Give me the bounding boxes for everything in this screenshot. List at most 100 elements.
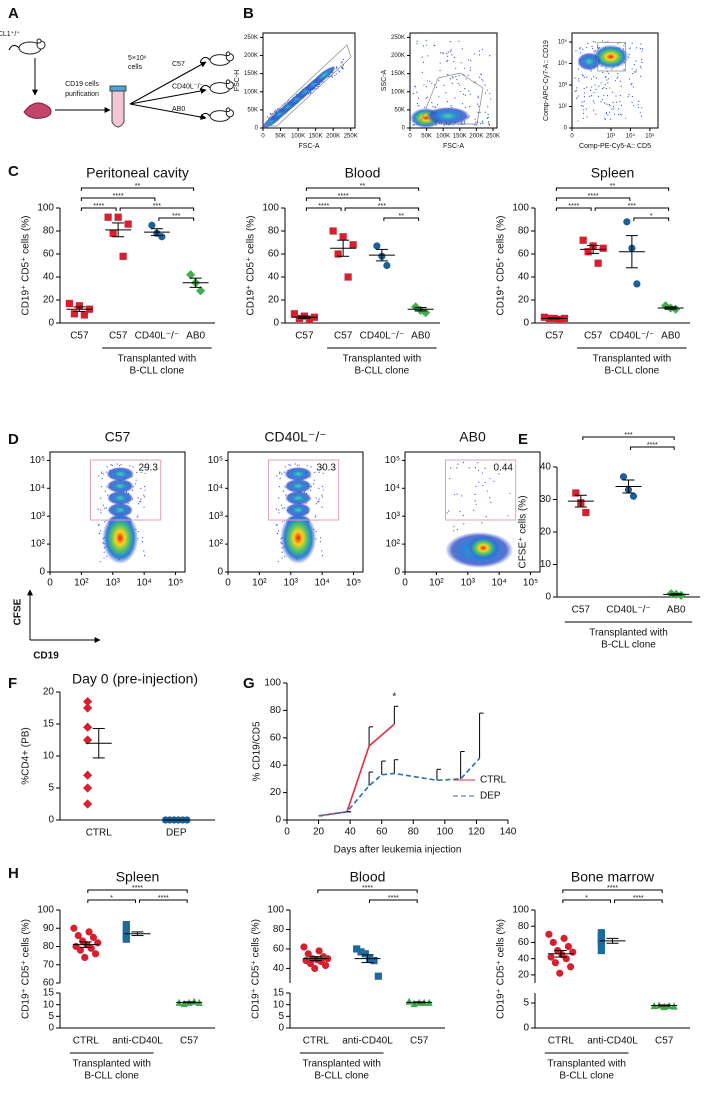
event-dot <box>629 48 631 50</box>
event-dot <box>277 560 279 563</box>
y-tick-label: 20 <box>270 787 282 798</box>
event-dot <box>431 82 433 84</box>
chart-title: Day 0 (pre-injection) <box>72 671 198 687</box>
event-dot <box>586 86 588 88</box>
event-dot <box>282 490 284 492</box>
gate <box>264 44 352 127</box>
event-dot <box>309 92 311 94</box>
event-dot <box>484 92 487 94</box>
x-tick-label: AB0 <box>186 331 205 342</box>
significance-label: * <box>585 895 588 902</box>
event-dot <box>481 48 484 50</box>
event-dot <box>277 530 280 532</box>
event-dot <box>456 493 458 495</box>
event-dot <box>456 467 458 469</box>
event-dot <box>638 106 640 109</box>
x-tick-label: C57 <box>109 331 128 342</box>
event-dot <box>583 100 585 102</box>
x-tick-label: 50K <box>275 134 286 140</box>
data-point <box>374 972 382 980</box>
x-tick-label: 10⁵ <box>523 578 538 589</box>
significance-bracket <box>562 889 663 893</box>
event-dot <box>627 96 629 98</box>
event-dot <box>484 467 486 470</box>
event-dot <box>322 489 324 491</box>
event-dot <box>457 463 459 465</box>
event-dot <box>342 64 345 66</box>
y-tick-label: 10 <box>540 559 552 570</box>
event-dot <box>498 473 500 475</box>
event-dot <box>282 521 284 523</box>
x-tick-label: 10² <box>429 578 444 589</box>
group-label: Transplanted with <box>72 1059 151 1070</box>
y-tick-label: 40 <box>518 953 530 964</box>
y-tick-label: 20 <box>518 295 530 306</box>
event-dot <box>446 53 448 55</box>
event-dot <box>477 462 479 464</box>
data-point <box>383 261 391 270</box>
data-point <box>91 950 100 958</box>
y-tick-label: 100K <box>391 89 405 95</box>
event-dot <box>454 97 456 99</box>
significance-bracket <box>562 899 611 903</box>
event-dot <box>456 529 458 531</box>
event-dot <box>135 479 137 481</box>
y-tick-label: 60 <box>43 249 55 260</box>
event-dot <box>448 510 450 512</box>
event-dot <box>597 95 599 98</box>
donor-label: TCL1⁺/⁺ <box>0 30 20 38</box>
event-dot <box>458 74 460 76</box>
event-dot <box>110 464 112 466</box>
event-dot <box>144 485 146 488</box>
y-tick-label: 80 <box>273 924 285 935</box>
group-label: Transplanted with <box>343 354 422 365</box>
recipient-label: C57 <box>172 61 185 68</box>
event-dot <box>586 116 588 118</box>
event-dot <box>477 103 479 105</box>
event-dot <box>486 117 488 119</box>
event-dot <box>118 465 121 467</box>
data-point <box>109 229 117 237</box>
data-point <box>83 703 93 713</box>
x-tick-label: 150K <box>309 134 323 140</box>
event-dot <box>586 76 588 78</box>
x-tick-label: CD40L⁻/⁻ <box>610 331 654 342</box>
recipient-label: CD40L⁻/⁻ <box>172 84 203 91</box>
y-tick-label: 20 <box>43 295 55 306</box>
event-dot <box>143 496 145 498</box>
x-tick-label: 0 <box>261 134 265 140</box>
data-point <box>566 963 575 971</box>
x-tick-label: 0 <box>570 134 574 140</box>
y-tick-label: 60 <box>273 944 285 955</box>
data-point <box>186 270 196 280</box>
y-tick-label: 70 <box>43 959 55 970</box>
event-dot <box>99 560 101 563</box>
event-dot <box>482 122 484 125</box>
event-dot <box>592 40 594 43</box>
event-dot <box>631 95 634 98</box>
mouse-tail <box>199 112 211 119</box>
event-dot <box>604 118 606 121</box>
event-dot <box>641 48 643 50</box>
y-tick-label: 5 <box>278 1011 284 1022</box>
significance-bracket <box>369 899 418 903</box>
event-dot <box>434 106 436 108</box>
event-dot <box>473 53 476 55</box>
event-dot <box>583 96 586 98</box>
event-dot <box>140 471 142 473</box>
event-dot <box>478 469 480 471</box>
event-dot <box>478 50 481 52</box>
event-dot <box>473 509 475 511</box>
significance-label: **** <box>93 203 104 210</box>
event-dot <box>582 117 584 119</box>
y-tick-label: 50K <box>247 107 258 113</box>
x-tick-label: 0 <box>47 578 53 589</box>
y-tick-label: 5 <box>48 1011 54 1022</box>
significance-bracket <box>614 899 663 903</box>
event-dot <box>621 114 623 116</box>
significance-bracket <box>305 197 381 201</box>
event-dot <box>310 466 312 468</box>
data-point <box>83 697 93 707</box>
significance-bracket <box>139 899 188 903</box>
y-tick-label: 60 <box>268 249 280 260</box>
